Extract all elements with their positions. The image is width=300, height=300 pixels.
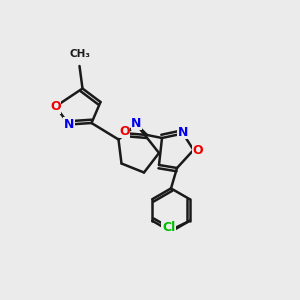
Text: CH₃: CH₃ <box>69 50 90 59</box>
Text: N: N <box>131 116 142 130</box>
Text: Cl: Cl <box>162 221 175 234</box>
Text: N: N <box>178 125 188 139</box>
Text: O: O <box>119 124 130 138</box>
Text: O: O <box>50 100 61 113</box>
Text: N: N <box>64 118 74 131</box>
Text: O: O <box>193 143 203 157</box>
